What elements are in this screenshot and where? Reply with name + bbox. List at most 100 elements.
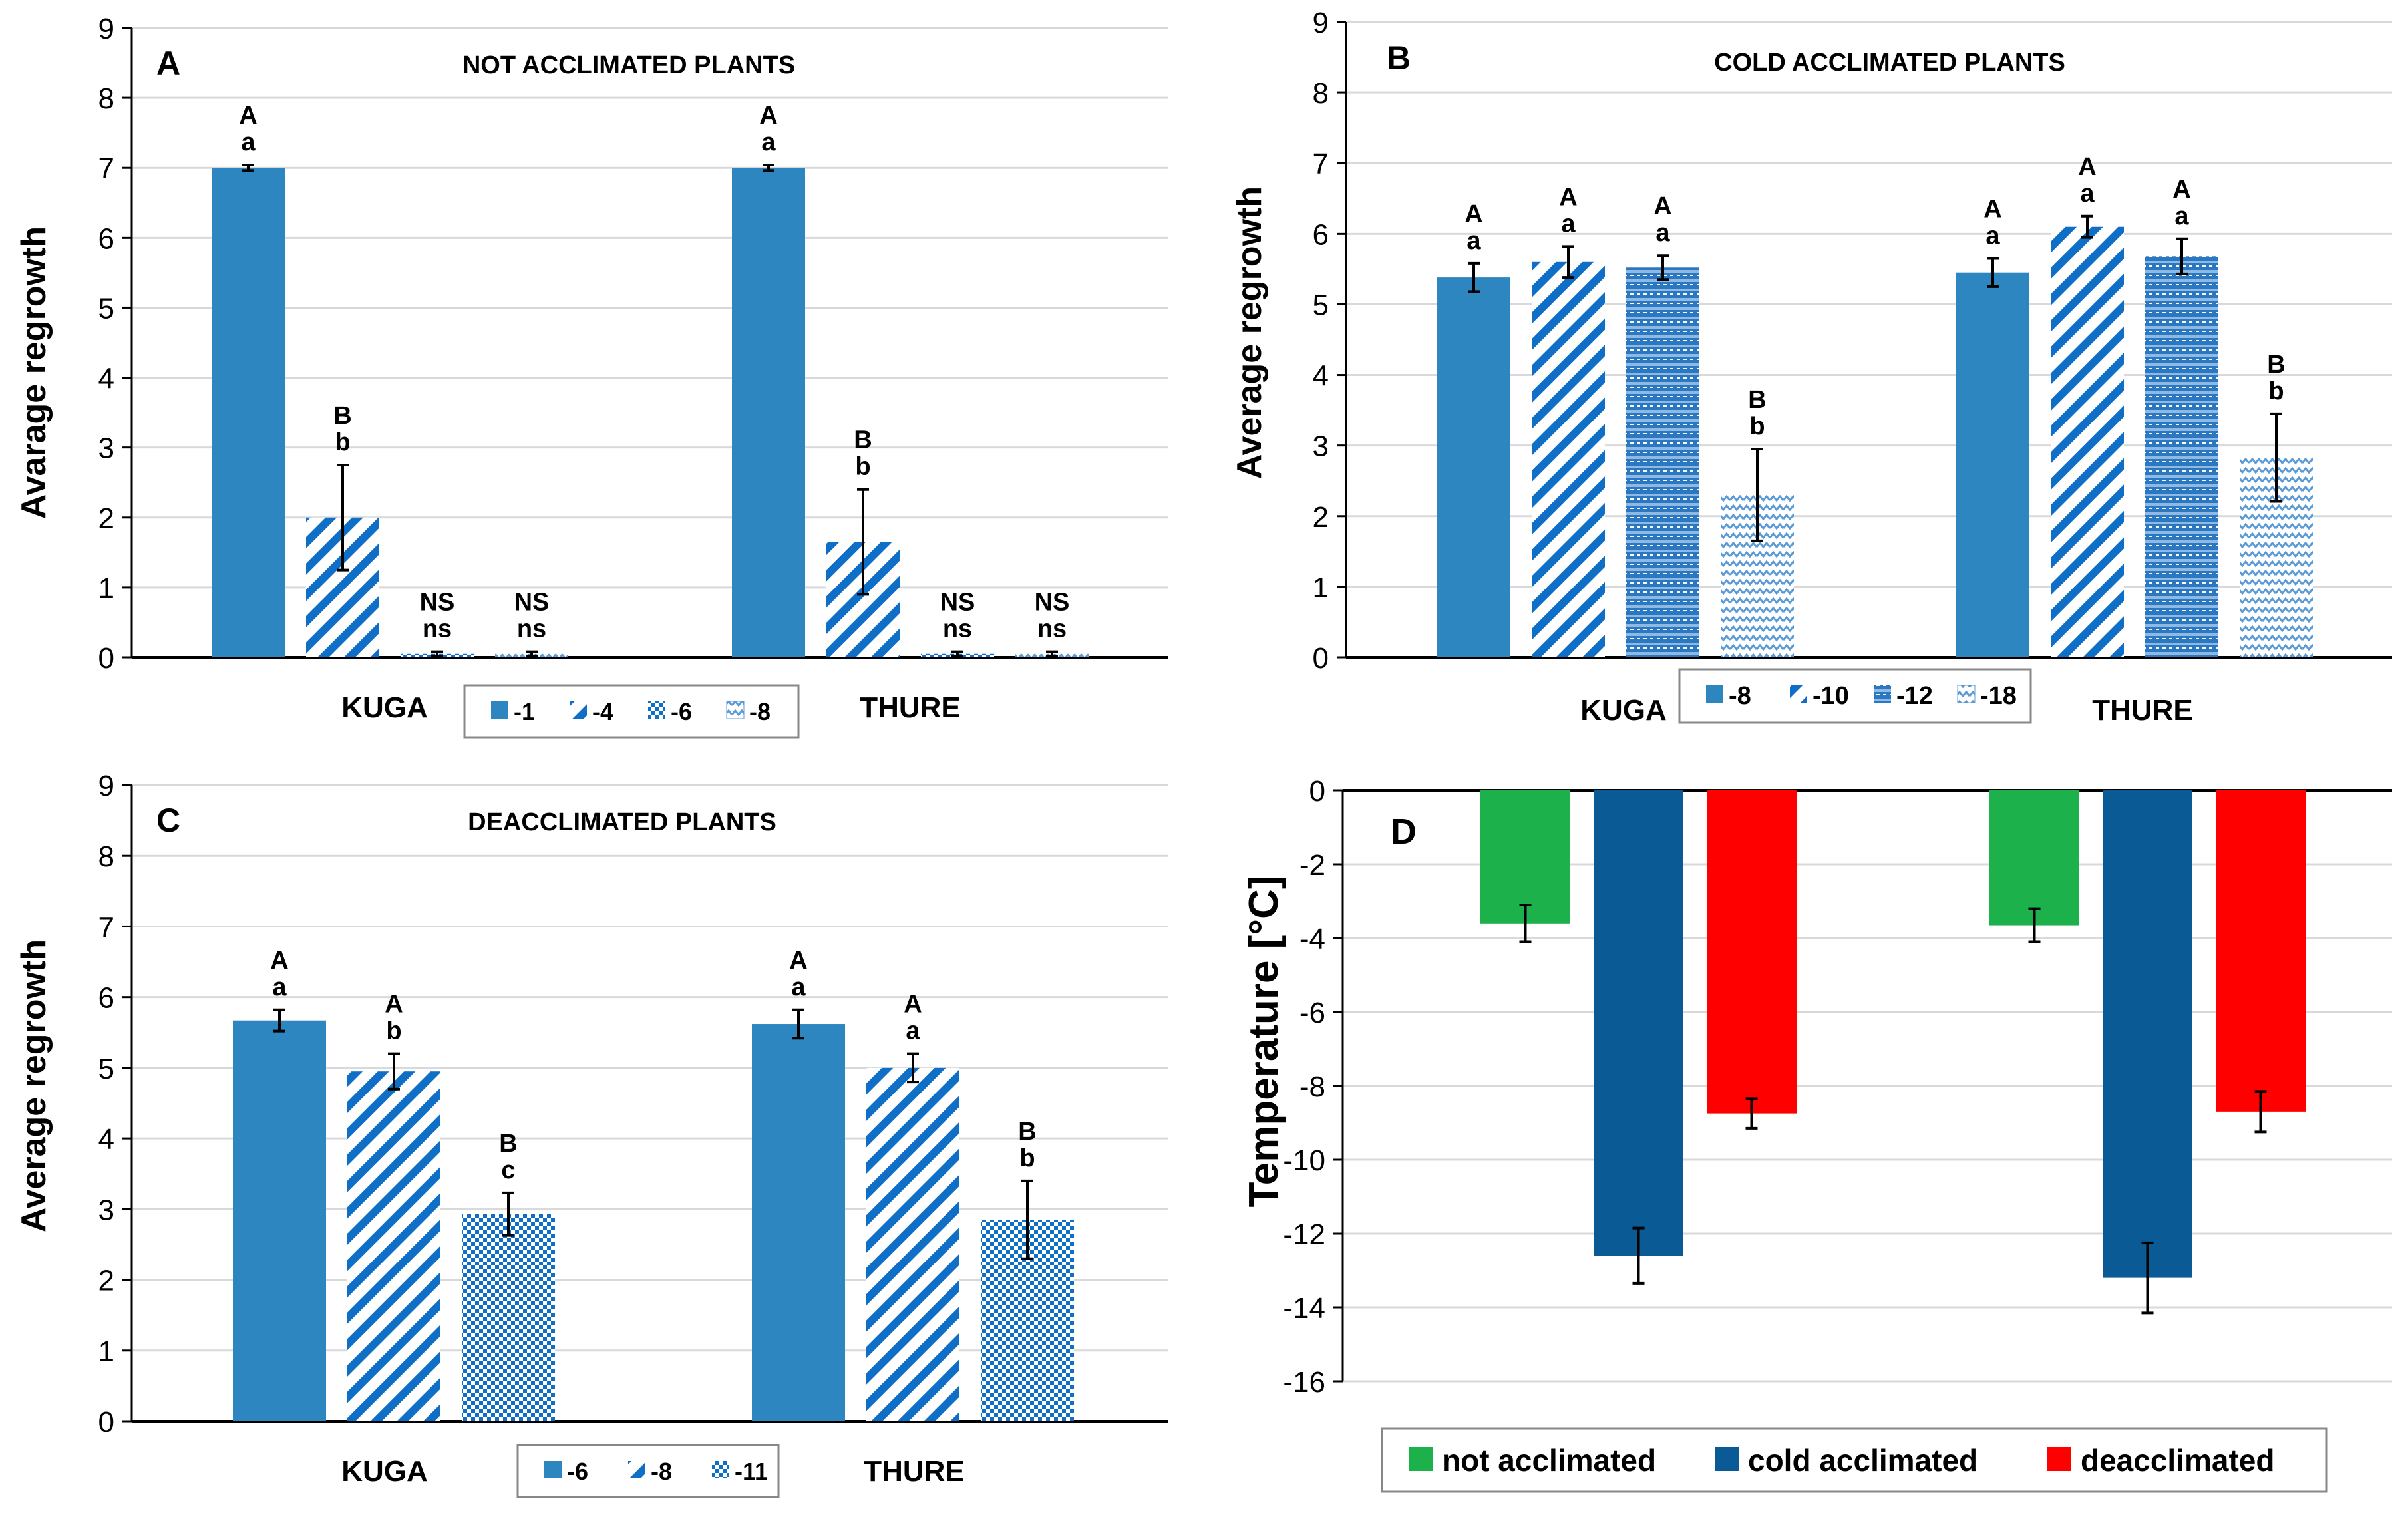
sig-label-upper: A <box>789 947 807 975</box>
sig-label-upper: A <box>904 991 922 1019</box>
panel-d-ylabel: Temperature [°C] <box>1241 875 1287 1207</box>
sig-label-upper: A <box>2172 176 2190 204</box>
legend-box <box>1381 1427 2328 1493</box>
sig-label-lower: a <box>1466 227 1481 255</box>
panel-b-chart: B COLD ACCLIMATED PLANTS Average regrowt… <box>1230 7 2392 727</box>
legend-label: -8 <box>749 698 771 725</box>
bar-kuga-2 <box>462 1214 555 1421</box>
bar-kuga-0 <box>233 1020 326 1421</box>
y-tick-label: 8 <box>1313 77 1329 110</box>
y-tick-label: -4 <box>1299 923 1325 955</box>
legend-label: -12 <box>1896 682 1933 710</box>
sig-label-upper: B <box>333 402 351 430</box>
legend-label: -10 <box>1812 682 1849 710</box>
legend-label: -6 <box>567 1458 588 1485</box>
category-label-thure: THURE <box>860 691 961 724</box>
panel-b-title: COLD ACCLIMATED PLANTS <box>1714 49 2065 77</box>
y-tick-label: 4 <box>98 1123 114 1156</box>
y-tick-label: 7 <box>98 911 114 943</box>
sig-label-upper: A <box>1559 183 1577 211</box>
y-tick-label: 4 <box>1313 360 1329 393</box>
panel-c-legend: -6 -8 -11 <box>516 1444 780 1498</box>
sig-label-upper: NS <box>1035 589 1070 617</box>
legend-swatch <box>1957 685 1976 703</box>
bar-kuga-1 <box>1532 261 1605 657</box>
panel-a-ylabel: Avarage regrowth <box>15 226 53 519</box>
panel-a-letter: A <box>156 45 180 82</box>
y-tick-label: 0 <box>98 1406 114 1438</box>
bar-kuga-1 <box>1594 790 1683 1256</box>
category-label-kuga: KUGA <box>341 1455 428 1488</box>
y-tick-label: 3 <box>98 432 114 465</box>
sig-label-upper: B <box>2267 351 2285 379</box>
sig-label-lower: b <box>335 428 350 456</box>
sig-label-upper: NS <box>940 589 975 617</box>
sig-label-upper: A <box>1983 195 2001 223</box>
y-tick-label: 0 <box>1313 642 1329 675</box>
y-tick-label: 3 <box>98 1194 114 1226</box>
sig-label-upper: A <box>1464 200 1482 228</box>
panel-d-letter: D <box>1391 812 1417 852</box>
y-tick-label: 0 <box>98 642 114 675</box>
panel-b-letter: B <box>1387 39 1411 77</box>
sig-label-lower: b <box>855 453 870 481</box>
bar-thure-1 <box>866 1067 959 1421</box>
sig-label-lower: a <box>272 973 287 1001</box>
y-tick-label: 8 <box>98 840 114 873</box>
y-tick-label: 6 <box>98 222 114 255</box>
y-tick-label: 0 <box>1309 775 1325 808</box>
legend-label: -8 <box>651 1458 672 1485</box>
sig-label-lower: a <box>761 128 776 156</box>
bar-thure-0 <box>732 168 805 657</box>
sig-label-lower: a <box>2080 180 2095 208</box>
legend-swatch <box>2047 1447 2071 1471</box>
legend-swatch <box>648 701 665 719</box>
legend-label: not acclimated <box>1442 1443 1656 1478</box>
legend-swatch <box>628 1461 645 1478</box>
bar-thure-2 <box>2145 256 2218 657</box>
y-tick-label: 5 <box>98 292 114 325</box>
legend-swatch <box>491 701 508 719</box>
sig-label-upper: B <box>499 1130 517 1158</box>
legend-swatch <box>726 701 745 719</box>
sig-label-upper: NS <box>514 589 550 617</box>
category-label-thure: THURE <box>864 1455 965 1488</box>
y-tick-label: 9 <box>1313 7 1329 39</box>
bar-thure-0 <box>1989 790 2079 926</box>
sig-label-lower: b <box>2268 377 2284 405</box>
sig-label-lower: c <box>501 1156 515 1184</box>
y-tick-label: 5 <box>98 1053 114 1085</box>
sig-label-upper: B <box>1748 386 1766 414</box>
y-tick-label: 6 <box>1313 218 1329 251</box>
legend-swatch <box>1874 685 1891 703</box>
legend-swatch <box>1409 1447 1433 1471</box>
y-tick-label: 2 <box>98 502 114 535</box>
legend-label: -4 <box>592 698 613 725</box>
bar-thure-0 <box>752 1024 845 1421</box>
category-label-kuga: KUGA <box>1580 694 1667 727</box>
category-label-thure: THURE <box>2092 694 2193 727</box>
sig-label-lower: a <box>1561 210 1576 238</box>
bar-kuga-2 <box>1626 267 1699 657</box>
category-label-kuga: KUGA <box>341 691 428 724</box>
sig-label-upper: A <box>385 991 403 1019</box>
sig-label-upper: NS <box>420 589 455 617</box>
sig-label-lower: a <box>906 1017 920 1045</box>
sig-label-lower: ns <box>423 615 452 643</box>
panel-c-title: DEACCLIMATED PLANTS <box>468 808 776 836</box>
sig-label-upper: A <box>2078 153 2096 181</box>
panel-d-legend: not acclimated cold acclimated deacclimate… <box>1381 1427 2328 1493</box>
sig-label-lower: ns <box>517 615 546 643</box>
legend-label: cold acclimated <box>1748 1443 1978 1478</box>
bar-thure-2 <box>2216 790 2306 1112</box>
panel-a-title: NOT ACCLIMATED PLANTS <box>462 51 795 79</box>
legend-label: -6 <box>671 698 692 725</box>
y-tick-label: 5 <box>1313 289 1329 321</box>
bar-thure-0 <box>1956 272 2029 657</box>
y-tick-label: 6 <box>98 982 114 1015</box>
legend-label: deacclimated <box>2081 1443 2274 1478</box>
y-tick-label: 7 <box>1313 148 1329 180</box>
panel-c-chart: C DEACCLIMATED PLANTS Average regrowth 0… <box>15 770 1168 1498</box>
legend-swatch <box>1706 685 1723 703</box>
